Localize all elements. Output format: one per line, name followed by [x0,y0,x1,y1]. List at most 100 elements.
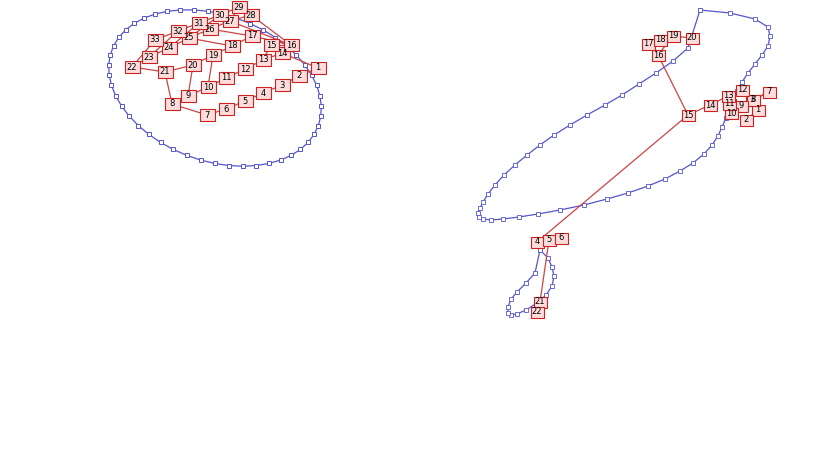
FancyBboxPatch shape [554,233,567,243]
Text: 6: 6 [223,104,229,114]
Text: 23: 23 [144,52,154,61]
Text: 2: 2 [296,72,302,80]
Text: 19: 19 [208,51,218,59]
FancyBboxPatch shape [245,30,260,42]
FancyBboxPatch shape [255,87,270,99]
FancyBboxPatch shape [735,101,747,111]
FancyBboxPatch shape [147,34,162,46]
Text: 29: 29 [234,2,245,12]
Text: 15: 15 [683,110,693,119]
Text: 5: 5 [547,235,552,244]
Text: 14: 14 [705,101,716,110]
FancyBboxPatch shape [746,95,760,105]
Text: 26: 26 [205,24,215,34]
FancyBboxPatch shape [542,234,556,246]
FancyBboxPatch shape [641,38,655,50]
FancyBboxPatch shape [745,95,759,105]
FancyBboxPatch shape [275,47,290,59]
FancyBboxPatch shape [222,15,237,27]
FancyBboxPatch shape [181,32,196,44]
FancyBboxPatch shape [202,23,217,35]
Text: 22: 22 [532,307,542,316]
FancyBboxPatch shape [531,236,543,248]
Text: 19: 19 [668,31,678,41]
FancyBboxPatch shape [651,50,665,60]
Text: 17: 17 [642,39,653,49]
Text: 3: 3 [750,95,755,104]
FancyBboxPatch shape [186,59,201,71]
FancyBboxPatch shape [725,108,737,118]
FancyBboxPatch shape [533,297,547,307]
FancyBboxPatch shape [206,49,220,61]
FancyBboxPatch shape [653,35,666,45]
Text: 6: 6 [558,234,564,242]
Text: 4: 4 [260,88,265,97]
Text: 8: 8 [750,95,755,104]
FancyBboxPatch shape [721,90,735,102]
FancyBboxPatch shape [161,42,176,54]
Text: 32: 32 [173,27,183,36]
FancyBboxPatch shape [141,51,156,63]
Text: 12: 12 [240,65,250,73]
Text: 22: 22 [126,63,137,72]
Text: 13: 13 [723,92,733,101]
FancyBboxPatch shape [735,85,749,95]
FancyBboxPatch shape [219,72,234,84]
FancyBboxPatch shape [125,61,140,73]
Text: 14: 14 [277,49,287,58]
FancyBboxPatch shape [751,104,765,116]
FancyBboxPatch shape [231,1,246,13]
Text: 17: 17 [246,31,257,41]
Text: 4: 4 [534,237,540,247]
FancyBboxPatch shape [212,9,227,21]
Text: 30: 30 [215,10,225,20]
Text: 18: 18 [226,42,237,51]
FancyBboxPatch shape [275,79,290,91]
Text: 15: 15 [265,41,276,50]
Text: 12: 12 [737,86,747,95]
FancyBboxPatch shape [762,87,775,97]
FancyBboxPatch shape [740,115,752,125]
FancyBboxPatch shape [704,100,716,110]
FancyBboxPatch shape [219,103,234,115]
FancyBboxPatch shape [531,307,543,317]
Text: 11: 11 [220,73,231,82]
Text: 20: 20 [188,60,198,70]
FancyBboxPatch shape [310,62,325,74]
Text: 13: 13 [258,56,268,65]
Text: 11: 11 [724,100,735,109]
Text: 24: 24 [164,44,174,52]
Text: 28: 28 [245,10,256,20]
Text: 33: 33 [150,36,161,44]
FancyBboxPatch shape [244,9,259,21]
FancyBboxPatch shape [681,110,695,120]
FancyBboxPatch shape [237,95,252,107]
Text: 9: 9 [738,102,744,110]
FancyBboxPatch shape [264,39,279,51]
Text: 20: 20 [686,34,697,43]
FancyBboxPatch shape [181,90,196,102]
Text: 7: 7 [205,110,210,119]
Text: 1: 1 [315,64,320,73]
FancyBboxPatch shape [284,39,299,51]
FancyBboxPatch shape [291,70,306,82]
FancyBboxPatch shape [225,40,240,52]
Text: 21: 21 [535,298,545,307]
FancyBboxPatch shape [157,66,172,78]
Text: 5: 5 [242,96,248,105]
FancyBboxPatch shape [255,54,270,66]
Text: 1: 1 [755,105,760,115]
FancyBboxPatch shape [237,63,252,75]
Text: 8: 8 [170,100,175,109]
FancyBboxPatch shape [666,30,680,42]
Text: 9: 9 [186,92,191,101]
FancyBboxPatch shape [722,98,735,110]
Text: 10: 10 [726,109,736,117]
FancyBboxPatch shape [200,109,215,121]
FancyBboxPatch shape [686,32,699,44]
Text: 21: 21 [160,67,171,76]
FancyBboxPatch shape [191,17,206,29]
Text: 2: 2 [743,116,749,124]
Text: 3: 3 [280,80,285,89]
FancyBboxPatch shape [165,98,180,110]
